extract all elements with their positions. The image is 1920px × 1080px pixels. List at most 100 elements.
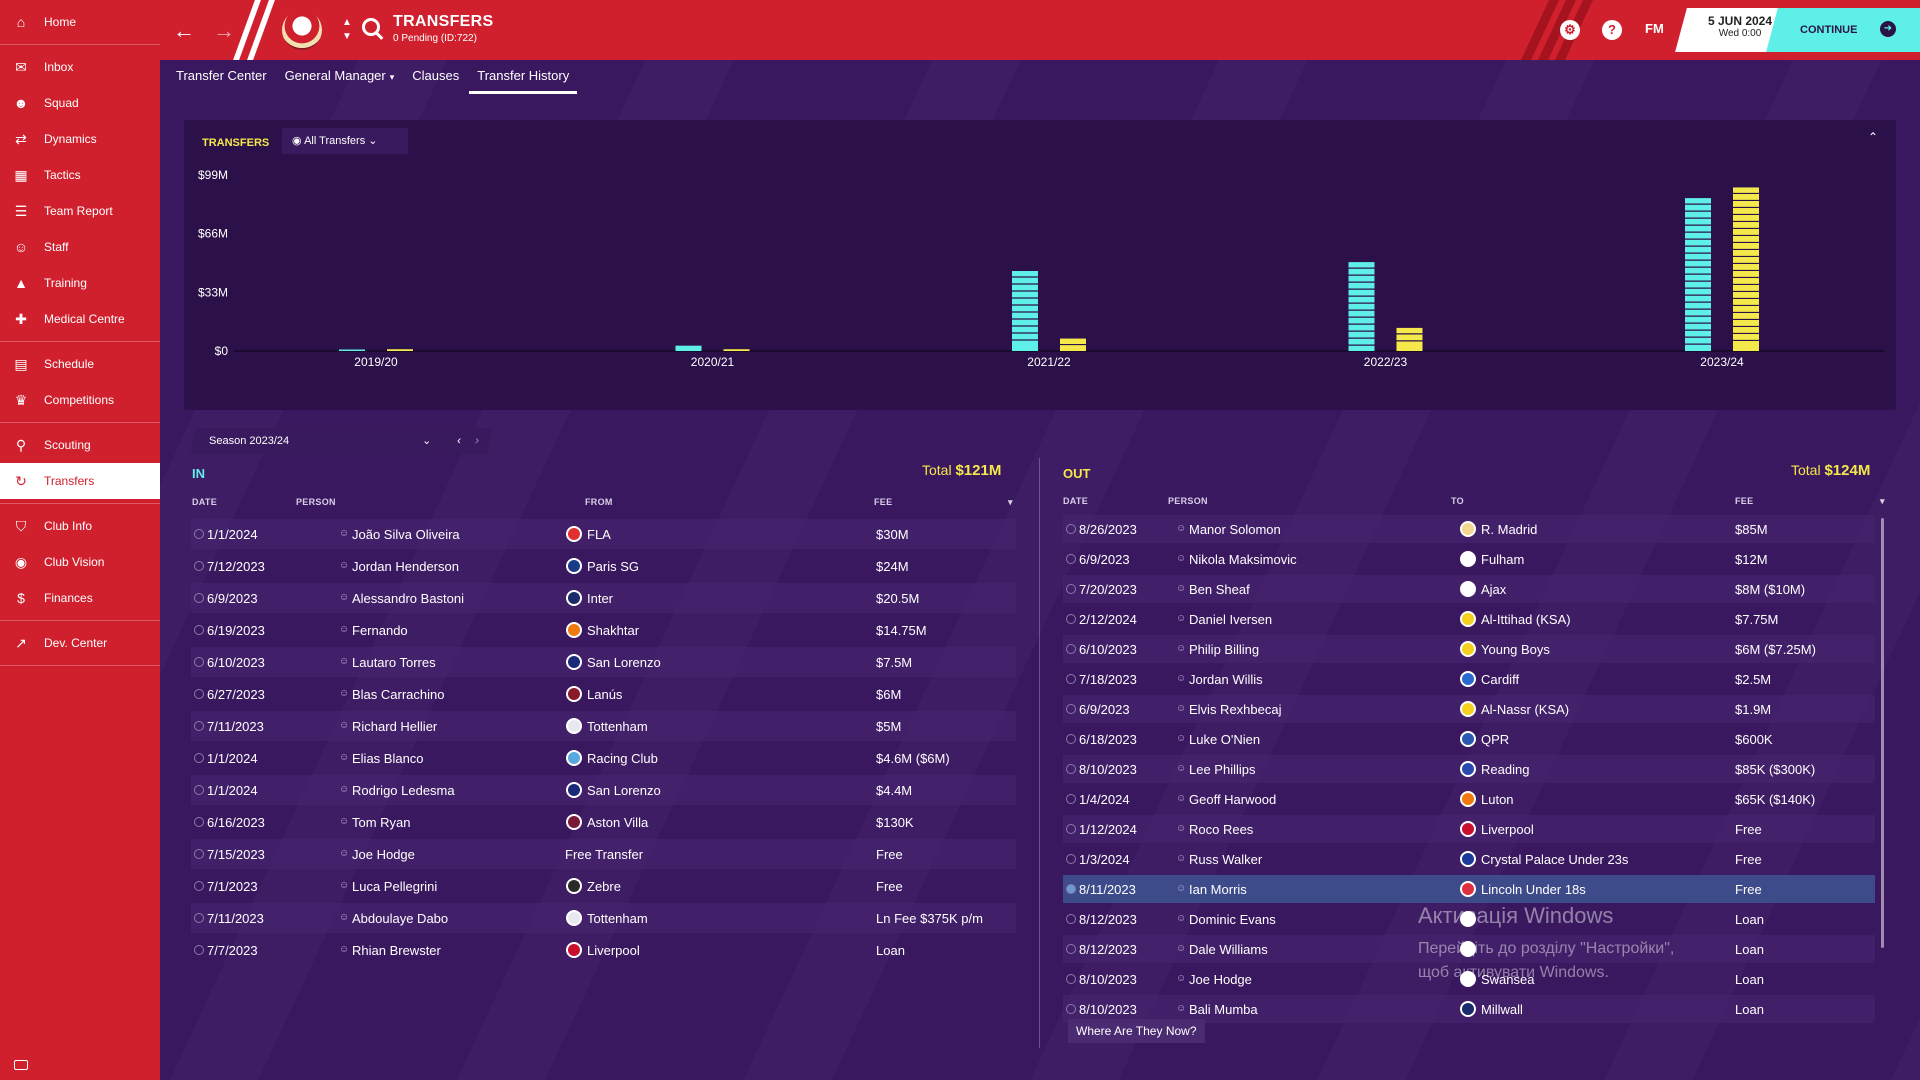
row-select-checkbox[interactable] (1066, 794, 1076, 804)
sidebar-item-staff[interactable]: ☺ Staff (0, 229, 160, 265)
where-are-they-now-button[interactable]: Where Are They Now? (1068, 1019, 1205, 1043)
keyboard-icon[interactable] (14, 1060, 28, 1070)
row-club-name[interactable]: San Lorenzo (587, 782, 661, 798)
sidebar-item-competitions[interactable]: ♛ Competitions (0, 382, 160, 418)
row-club-name[interactable]: FLA (587, 526, 611, 542)
row-select-checkbox[interactable] (1066, 974, 1076, 984)
table-row[interactable]: 6/16/2023 ☺ Tom Ryan Aston Villa $130K (191, 807, 1016, 837)
table-row[interactable]: 8/12/2023 ☺ Dominic Evans Loan (1063, 905, 1875, 933)
sidebar-item-squad[interactable]: ☻ Squad (0, 85, 160, 121)
out-table-scrollbar[interactable] (1881, 518, 1884, 948)
row-person-name[interactable]: Joe Hodge (352, 846, 415, 862)
row-select-checkbox[interactable] (194, 689, 204, 699)
sidebar-item-tactics[interactable]: ▦ Tactics (0, 157, 160, 193)
table-row[interactable]: 6/9/2023 ☺ Alessandro Bastoni Inter $20.5M (191, 583, 1016, 613)
row-select-checkbox[interactable] (194, 721, 204, 731)
table-row[interactable]: 7/7/2023 ☺ Rhian Brewster Liverpool Loan (191, 935, 1016, 965)
row-club-name[interactable]: Reading (1481, 761, 1530, 777)
row-person-name[interactable]: Joe Hodge (1189, 971, 1252, 987)
row-select-checkbox[interactable] (1066, 914, 1076, 924)
row-select-checkbox[interactable] (194, 625, 204, 635)
sidebar-item-dynamics[interactable]: ⇄ Dynamics (0, 121, 160, 157)
sidebar-item-scouting[interactable]: ⚲ Scouting (0, 427, 160, 463)
row-person-name[interactable]: Lautaro Torres (352, 654, 436, 670)
row-club-name[interactable]: Liverpool (587, 942, 640, 958)
table-row[interactable]: 7/12/2023 ☺ Jordan Henderson Paris SG $24M (191, 551, 1016, 581)
forward-arrow-icon[interactable]: → (213, 18, 235, 43)
tab-transfer-center[interactable]: Transfer Center (176, 68, 267, 94)
table-row[interactable]: 1/1/2024 ☺ João Silva Oliveira FLA $30M (191, 519, 1016, 549)
tab-transfer-history[interactable]: Transfer History (469, 68, 578, 94)
row-person-name[interactable]: Jordan Henderson (352, 558, 459, 574)
out-column-person[interactable]: PERSON (1168, 496, 1208, 506)
row-person-name[interactable]: Luke O'Nien (1189, 731, 1261, 747)
row-select-checkbox[interactable] (1066, 884, 1076, 894)
row-select-checkbox[interactable] (1066, 1004, 1076, 1014)
sort-arrow-icon[interactable]: ▾ (1008, 497, 1013, 507)
row-club-name[interactable]: Swansea (1481, 971, 1535, 987)
row-select-checkbox[interactable] (1066, 614, 1076, 624)
table-row[interactable]: 6/9/2023 ☺ Elvis Rexhbecaj Al-Nassr (KSA) $1… (1063, 695, 1875, 723)
table-row[interactable]: 6/27/2023 ☺ Blas Carrachino Lanús $6M (191, 679, 1016, 709)
sidebar-item-home[interactable]: ⌂ Home (0, 4, 160, 40)
row-club-name[interactable]: Millwall (1481, 1001, 1523, 1017)
sidebar-item-transfers[interactable]: ↻ Transfers (0, 463, 160, 499)
bar-2020-21-series-0[interactable] (675, 345, 702, 351)
sidebar-item-finances[interactable]: $ Finances (0, 580, 160, 616)
bar-2021-22-series-0[interactable] (1012, 271, 1038, 351)
row-club-name[interactable]: Lincoln Under 18s (1481, 881, 1586, 897)
row-select-checkbox[interactable] (194, 593, 204, 603)
row-select-checkbox[interactable] (194, 657, 204, 667)
pending-count[interactable]: 0 Pending (ID:722) (393, 33, 477, 44)
row-select-checkbox[interactable] (1066, 554, 1076, 564)
sidebar-item-schedule[interactable]: ▤ Schedule (0, 346, 160, 382)
row-person-name[interactable]: Richard Hellier (352, 718, 438, 734)
row-person-name[interactable]: Elvis Rexhbecaj (1189, 701, 1282, 717)
bar-2019-20-series-0[interactable] (339, 349, 365, 352)
row-person-name[interactable]: Manor Solomon (1189, 521, 1281, 537)
bar-2022-23-series-1[interactable] (1396, 327, 1423, 351)
sidebar-item-training[interactable]: ▲ Training (0, 265, 160, 301)
row-person-name[interactable]: Russ Walker (1189, 851, 1263, 867)
sidebar-item-medical-centre[interactable]: ✚ Medical Centre (0, 301, 160, 337)
row-person-name[interactable]: Roco Rees (1189, 821, 1254, 837)
back-arrow-icon[interactable]: ← (173, 18, 195, 43)
row-club-name[interactable]: Al-Ittihad (KSA) (1481, 611, 1571, 627)
tab-general-manager[interactable]: General Manager ▾ (285, 68, 395, 94)
row-person-name[interactable]: Alessandro Bastoni (352, 590, 465, 606)
row-select-checkbox[interactable] (194, 817, 204, 827)
row-club-name[interactable]: Aston Villa (587, 814, 649, 830)
table-row[interactable]: 8/10/2023 ☺ Bali Mumba Millwall Loan (1063, 995, 1875, 1023)
table-row[interactable]: 6/10/2023 ☺ Lautaro Torres San Lorenzo $7.5M (191, 647, 1016, 677)
row-person-name[interactable]: Ben Sheaf (1189, 581, 1250, 597)
row-club-name[interactable]: Free Transfer (565, 846, 644, 862)
row-club-name[interactable]: Ajax (1481, 581, 1507, 597)
row-select-checkbox[interactable] (1066, 854, 1076, 864)
row-person-name[interactable]: Dominic Evans (1189, 911, 1276, 927)
sort-arrow-icon[interactable]: ▾ (1880, 496, 1885, 506)
table-row[interactable]: 6/18/2023 ☺ Luke O'Nien QPR $600K (1063, 725, 1875, 753)
row-person-name[interactable]: Fernando (352, 622, 408, 638)
row-club-name[interactable]: Tottenham (587, 718, 648, 734)
table-row[interactable]: 1/1/2024 ☺ Elias Blanco Racing Club $4.6M ($… (191, 743, 1016, 773)
table-row[interactable]: 7/18/2023 ☺ Jordan Willis Cardiff $2.5M (1063, 665, 1875, 693)
row-club-name[interactable]: Luton (1481, 791, 1514, 807)
bar-2020-21-series-1[interactable] (723, 349, 750, 351)
row-select-checkbox[interactable] (1066, 584, 1076, 594)
table-row[interactable]: 7/15/2023 ☺ Joe Hodge Free Transfer Free (191, 839, 1016, 869)
season-dropdown[interactable]: Season 2023/24 ⌄ (190, 428, 448, 454)
table-row[interactable]: 1/3/2024 ☺ Russ Walker Crystal Palace Under… (1063, 845, 1875, 873)
row-person-name[interactable]: Lee Phillips (1189, 761, 1256, 777)
row-select-checkbox[interactable] (194, 849, 204, 859)
search-icon[interactable] (362, 18, 380, 36)
row-club-name[interactable]: Lanús (587, 686, 623, 702)
help-icon[interactable]: ? (1602, 20, 1622, 40)
row-club-name[interactable]: Racing Club (587, 750, 658, 766)
row-select-checkbox[interactable] (1066, 944, 1076, 954)
out-column-to[interactable]: TO (1451, 496, 1464, 506)
row-person-name[interactable]: Ian Morris (1189, 881, 1247, 897)
sidebar-item-team-report[interactable]: ☰ Team Report (0, 193, 160, 229)
table-row[interactable]: 6/9/2023 ☺ Nikola Maksimovic Fulham $12M (1063, 545, 1875, 573)
chart-filter-dropdown[interactable]: ◉ All Transfers ⌄ (282, 128, 408, 154)
table-row[interactable]: 6/19/2023 ☺ Fernando Shakhtar $14.75M (191, 615, 1016, 645)
